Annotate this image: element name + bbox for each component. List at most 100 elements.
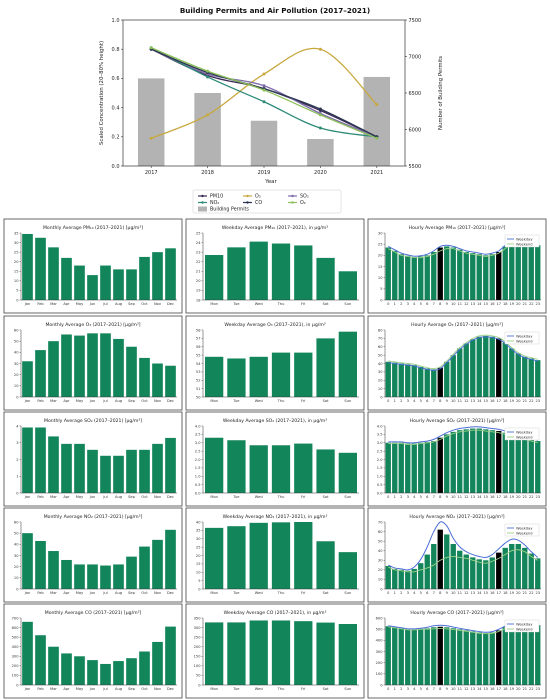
bar-2 bbox=[398, 569, 404, 589]
bar-18 bbox=[502, 627, 508, 685]
xtick-Apr: Apr bbox=[63, 302, 70, 306]
bar-Feb bbox=[35, 540, 46, 589]
bar-Wed bbox=[249, 356, 268, 397]
xtick-Thu: Thu bbox=[277, 591, 285, 595]
bar-17 bbox=[496, 431, 502, 493]
panel-title: Monthly Average CO (2017–2021) [μg/m³] bbox=[45, 610, 142, 616]
bar-May bbox=[74, 443, 85, 493]
hourly-legend-weekday-label: Weekday bbox=[516, 526, 533, 530]
bar-5 bbox=[418, 628, 424, 685]
panel-title: Monthly Average O₃ (2017–2021) [μg/m³] bbox=[45, 322, 140, 328]
xtick-14: 14 bbox=[477, 687, 482, 691]
xtick-20: 20 bbox=[516, 302, 521, 306]
series-point-4-3 bbox=[318, 107, 322, 111]
bar-Apr bbox=[61, 653, 72, 685]
xtick-6: 6 bbox=[426, 591, 429, 595]
bar-7 bbox=[431, 441, 437, 493]
xtick-3: 3 bbox=[407, 495, 409, 499]
bar-Mar bbox=[48, 646, 59, 685]
ytick-label-2: 10 bbox=[378, 276, 383, 280]
ytick-label-4: 20 bbox=[378, 254, 383, 258]
ytick-label-6: 60 bbox=[378, 345, 383, 349]
ytick-left-label-0: 0.0 bbox=[112, 164, 120, 170]
bar-Fri bbox=[294, 522, 313, 589]
panel-title: Monthly Average PM₁₀ (2017–2021) [μg/m³] bbox=[43, 225, 143, 231]
panel-title: Weekday Average O₃ (2017–2021), in μg/m³ bbox=[224, 322, 325, 328]
xtick-13: 13 bbox=[470, 302, 475, 306]
bar-Sat bbox=[316, 449, 335, 493]
ytick-label-4: 40 bbox=[378, 362, 383, 366]
bar-4 bbox=[411, 365, 417, 397]
xtick-0: 0 bbox=[387, 495, 390, 499]
panel-title: Hourly Average SO₂ (2017–2021) [μg/m³] bbox=[410, 418, 505, 424]
ytick-label-5: 25 bbox=[196, 545, 201, 549]
bar-Thu bbox=[271, 445, 291, 493]
xtick-Tue: Tue bbox=[232, 687, 240, 691]
bar-May bbox=[74, 335, 85, 397]
xtick-label-2020: 2020 bbox=[314, 170, 327, 176]
bar-Oct bbox=[139, 651, 150, 685]
xtick-Jan: Jan bbox=[24, 399, 31, 403]
ytick-label-3: 15 bbox=[14, 270, 19, 274]
ytick-label-3: 53 bbox=[196, 370, 201, 374]
bar-Sep bbox=[126, 556, 137, 589]
ytick-label-6: 30 bbox=[196, 537, 201, 541]
xtick-Jan: Jan bbox=[24, 495, 31, 499]
xtick-10: 10 bbox=[451, 495, 456, 499]
ytick-label-4: 2.0 bbox=[195, 458, 201, 462]
bar-13 bbox=[470, 428, 476, 493]
ytick-label-2: 200 bbox=[12, 664, 20, 668]
bar-Nov bbox=[152, 363, 163, 397]
hourly-legend-weekday-label: Weekday bbox=[516, 334, 533, 338]
bar-Jul bbox=[100, 265, 111, 300]
bar-4 bbox=[411, 257, 417, 300]
xtick-20: 20 bbox=[516, 495, 521, 499]
bar-Sat bbox=[316, 338, 335, 397]
ytick-label-8: 4.0 bbox=[195, 424, 201, 428]
xtick-Jun: Jun bbox=[89, 687, 96, 691]
series-point-5-2 bbox=[262, 88, 266, 92]
xtick-19: 19 bbox=[509, 302, 514, 306]
xtick-19: 19 bbox=[509, 687, 514, 691]
ytick-label-5: 50 bbox=[14, 531, 19, 535]
ytick-left-label-3: 0.6 bbox=[112, 76, 120, 82]
xtick-Fri: Fri bbox=[301, 687, 305, 691]
xtick-Fri: Fri bbox=[301, 399, 305, 403]
bar-Nov bbox=[152, 641, 163, 685]
bar-9 bbox=[444, 361, 450, 397]
ytick-label-0: 0.0 bbox=[195, 491, 201, 495]
xtick-Mon: Mon bbox=[210, 399, 218, 403]
main-bars bbox=[137, 76, 391, 166]
legend-label-5: O₂ bbox=[300, 200, 306, 206]
xtick-Aug: Aug bbox=[115, 399, 122, 403]
bar-Mon bbox=[205, 356, 224, 397]
xtick-Tue: Tue bbox=[232, 302, 240, 306]
xtick-16: 16 bbox=[490, 302, 495, 306]
bar-10 bbox=[450, 247, 456, 300]
xtick-17: 17 bbox=[496, 399, 501, 403]
bar-8 bbox=[437, 626, 443, 685]
weekday-line bbox=[388, 336, 538, 371]
ytick-label-5: 55 bbox=[196, 353, 201, 357]
hourly-legend-weekend-label: Weekend bbox=[516, 242, 533, 246]
xtick-Sat: Sat bbox=[323, 399, 329, 403]
ytick-label-5: 2.5 bbox=[377, 449, 383, 453]
panel-weekday-3: Weekday Average NO₂ (2017–2021), in μg/m… bbox=[185, 507, 365, 603]
bar-Tue bbox=[227, 247, 246, 300]
bar-18 bbox=[502, 432, 508, 493]
bar-Dec bbox=[165, 626, 176, 685]
bar-Mar bbox=[48, 551, 59, 589]
xtick-Jul: Jul bbox=[102, 495, 107, 499]
bar-Apr bbox=[61, 334, 72, 397]
xtick-Jan: Jan bbox=[24, 591, 31, 595]
xtick-Oct: Oct bbox=[141, 302, 148, 306]
ytick-label-5: 250 bbox=[194, 635, 202, 639]
xtick-Mar: Mar bbox=[50, 495, 57, 499]
ytick-label-1: 5 bbox=[198, 579, 200, 583]
bar-Fri bbox=[294, 621, 313, 685]
bar-Jun bbox=[87, 564, 98, 589]
hourly-legend-weekend-label: Weekend bbox=[516, 435, 533, 439]
bar-Mon bbox=[205, 437, 224, 493]
xtick-Dec: Dec bbox=[167, 302, 174, 306]
bar-Feb bbox=[35, 237, 46, 300]
